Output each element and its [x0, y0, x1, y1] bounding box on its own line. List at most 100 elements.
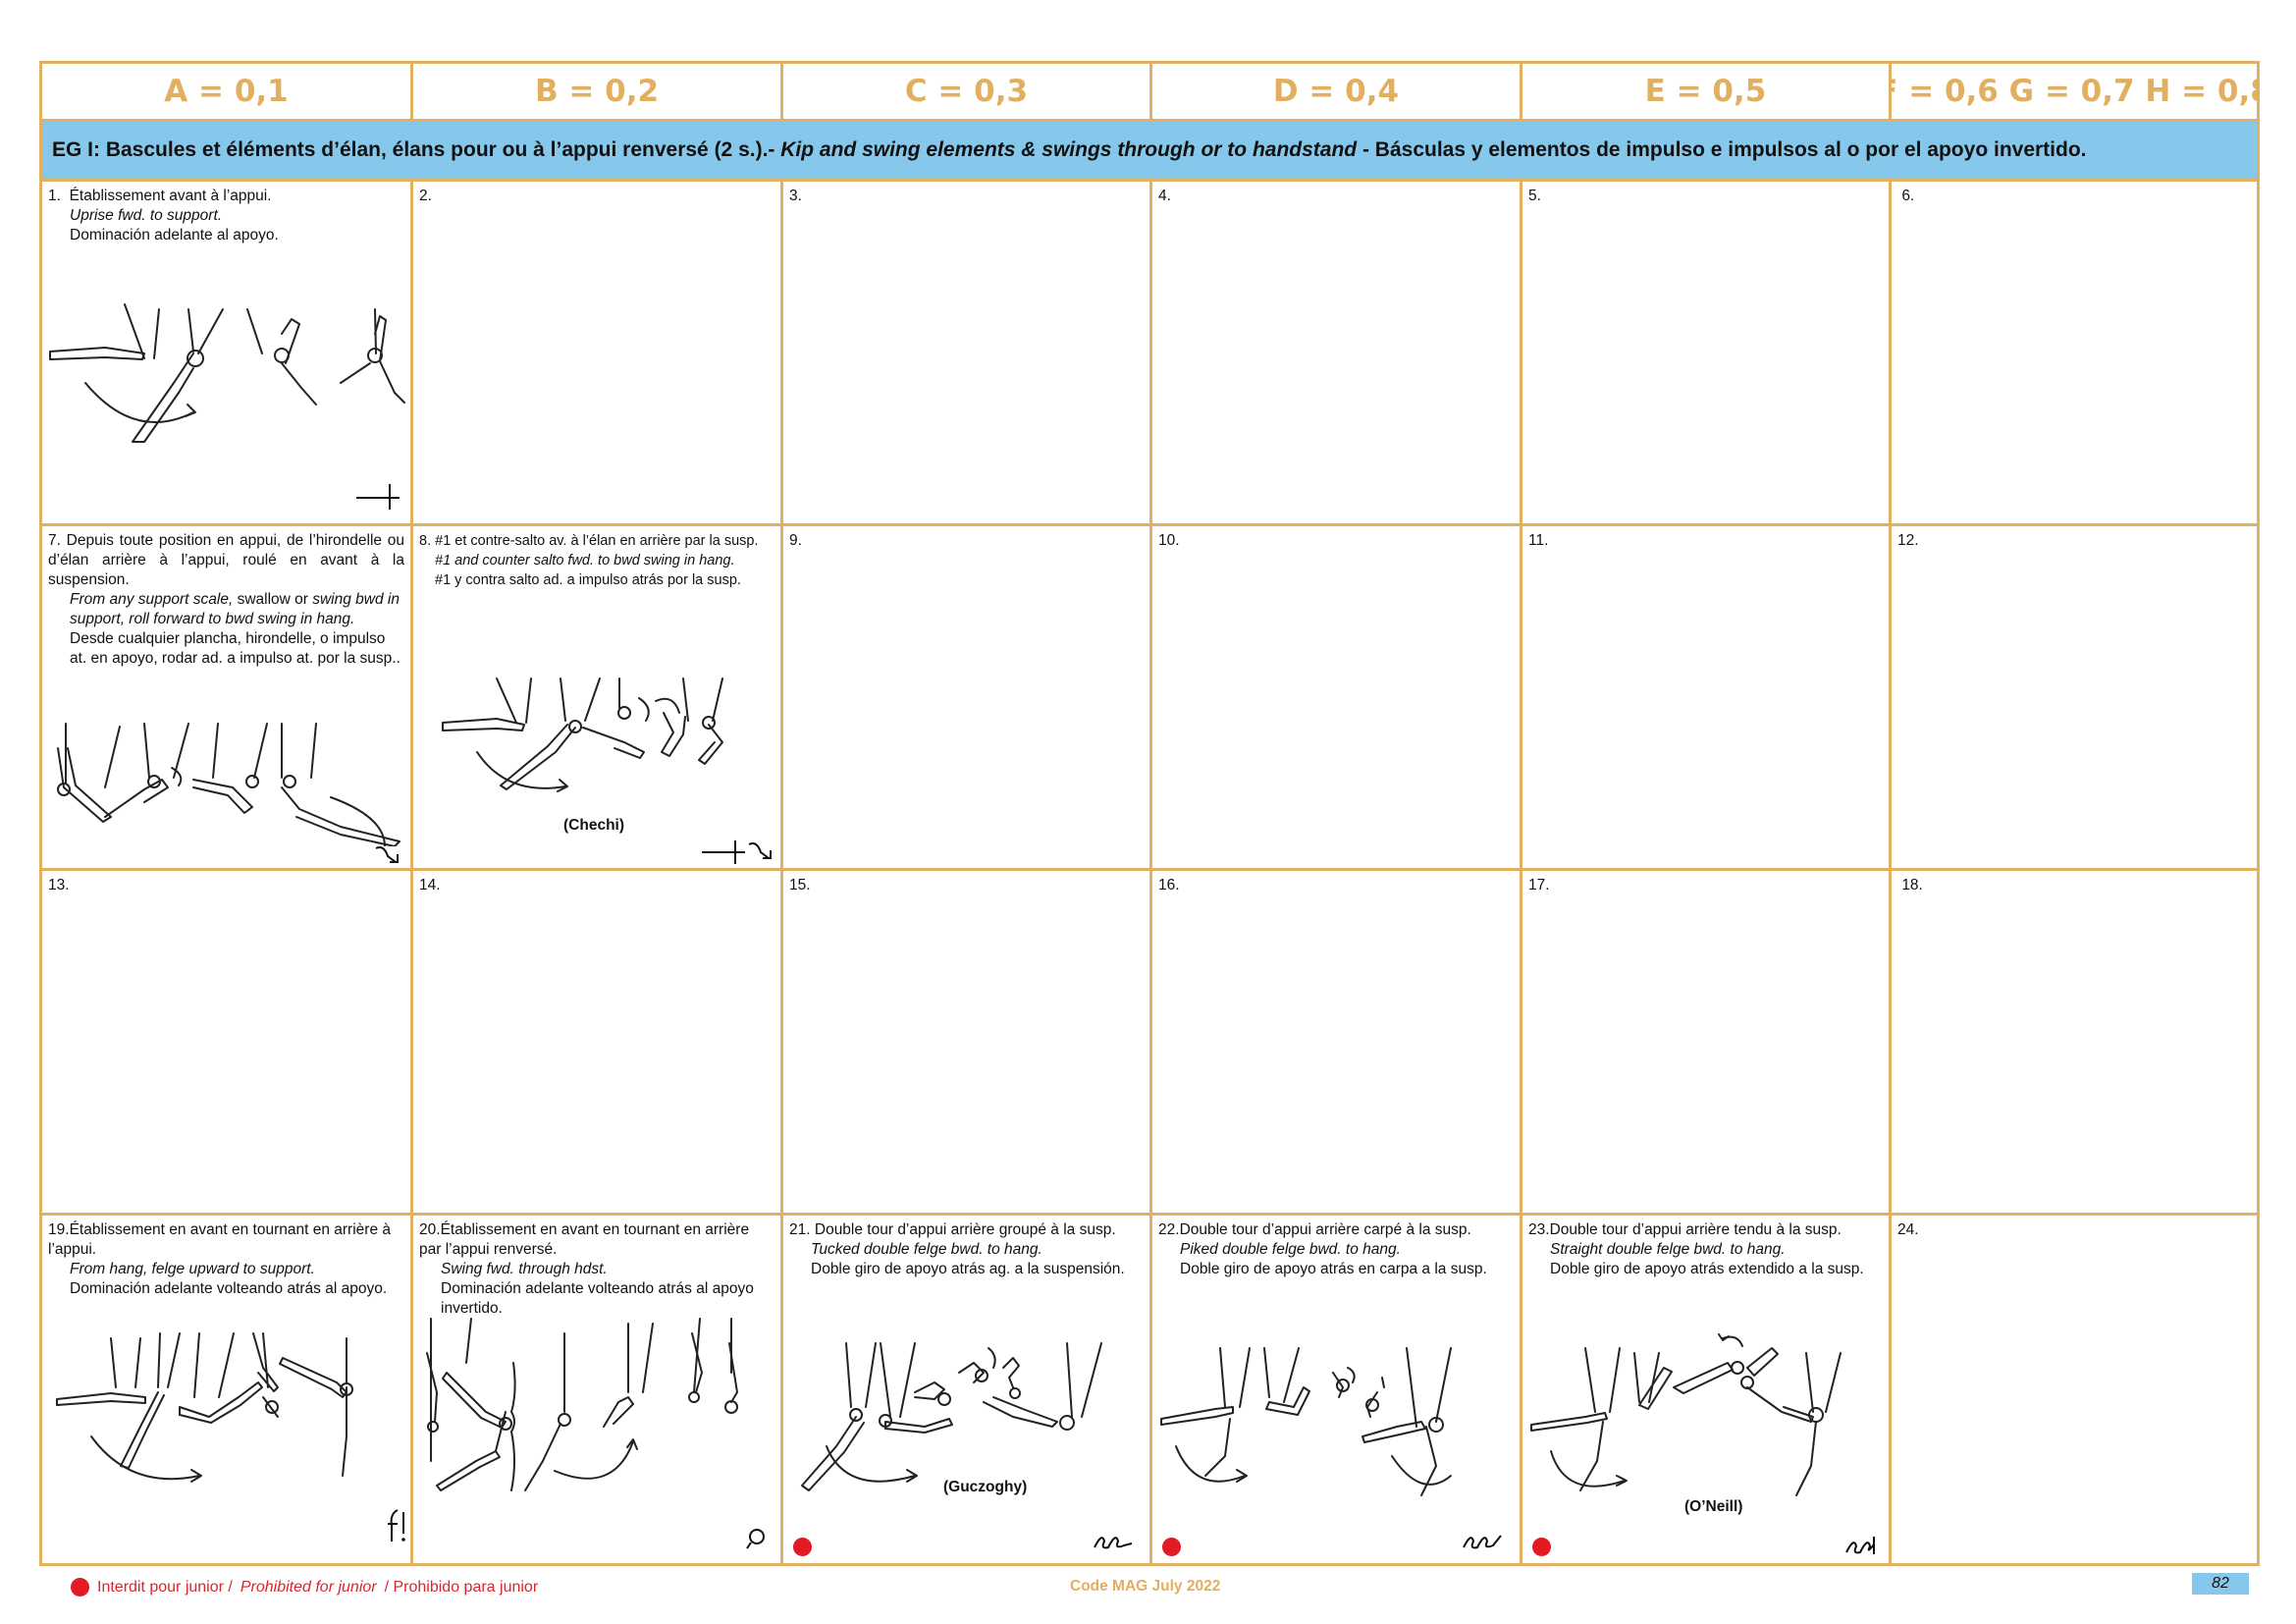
column-divider	[1149, 64, 1152, 1563]
element-text-es: Doble giro de apoyo atrás ag. a la suspe…	[811, 1261, 1125, 1277]
element-text-es: Doble giro de apoyo atrás extendido a la…	[1550, 1261, 1864, 1277]
red-dot-icon	[1162, 1538, 1181, 1556]
element-number: 20.	[419, 1221, 441, 1238]
element-number: 2.	[419, 188, 432, 204]
element-cell-5: 5.	[1522, 182, 1889, 523]
group-title-fr: EG I: Bascules et éléments d’élan, élans…	[52, 138, 775, 161]
kip-mark-icon	[702, 840, 772, 864]
value-header-e: E = 0,5	[1644, 74, 1767, 109]
value-header-fgh: F = 0,6 G = 0,7 H = 0,8	[1892, 74, 2257, 109]
column-divider	[780, 64, 783, 1563]
row-divider	[42, 868, 2257, 871]
element-text-fr: Établissement avant à l’appui.	[69, 188, 272, 204]
element-cell-14: 14.	[413, 871, 780, 1213]
red-dot-icon	[71, 1578, 89, 1597]
gymnast-name: (Chechi)	[563, 817, 624, 834]
element-text-en: Swing fwd. through hdst.	[441, 1261, 608, 1277]
felge-to-support-drawing	[56, 1332, 353, 1483]
red-dot-icon	[1532, 1538, 1551, 1556]
column-divider	[1520, 64, 1522, 1563]
element-text-fr: Établissement en avant en tournant en ar…	[48, 1221, 391, 1258]
element-text-en: #1 and counter salto fwd. to bwd swing i…	[435, 553, 735, 568]
element-number: 15.	[789, 877, 811, 893]
element-text-fr: Double tour d’appui arrière tendu à la s…	[1549, 1221, 1842, 1238]
element-number: 22.	[1158, 1221, 1180, 1238]
element-text-en-2: swing bwd in support, roll forward to bw…	[70, 591, 400, 627]
counter-salto-drawing	[442, 677, 723, 792]
element-text-fr: Établissement en avant en tournant en ar…	[419, 1221, 750, 1258]
support-mark-icon	[388, 1509, 405, 1542]
support-mark-icon	[356, 484, 400, 510]
element-cell-2: 2.	[413, 182, 780, 523]
row-divider	[42, 119, 2257, 122]
row-divider	[42, 1213, 2257, 1216]
element-text-en: Tucked double felge bwd. to hang.	[811, 1241, 1042, 1258]
element-cell-4: 4.	[1152, 182, 1520, 523]
element-cell-6: 6.	[1892, 182, 2257, 523]
element-number: 14.	[419, 877, 441, 893]
prohibited-legend: Interdit pour junior / Prohibited for ju…	[71, 1578, 538, 1597]
element-number: 5.	[1528, 188, 1541, 204]
element-cell-23: 23.Double tour d’appui arrière tendu à l…	[1522, 1216, 1889, 1566]
group-title-es: - Básculas y elementos de impulso e impu…	[1362, 138, 2087, 161]
double-felge-mark-icon	[1463, 1535, 1502, 1549]
element-cell-15: 15.	[783, 871, 1149, 1213]
uprise-drawing	[49, 303, 405, 443]
element-number: 18.	[1901, 877, 1923, 893]
straight-double-felge-drawing	[1530, 1333, 1842, 1496]
element-number: 11.	[1528, 532, 1549, 549]
element-cell-12: 12.	[1892, 526, 2257, 868]
element-cell-7: 7. Depuis toute position en appui, de l’…	[42, 526, 410, 868]
column-divider	[1889, 64, 1892, 1563]
value-header-a: A = 0,1	[164, 74, 289, 109]
element-cell-16: 16.	[1152, 871, 1520, 1213]
column-divider	[410, 64, 413, 1563]
element-text-en: Piked double felge bwd. to hang.	[1180, 1241, 1401, 1258]
element-text-en: Straight double felge bwd. to hang.	[1550, 1241, 1786, 1258]
legend-text-fr: Interdit pour junior /	[97, 1578, 233, 1596]
element-number: 17.	[1528, 877, 1550, 893]
element-number: 24.	[1897, 1221, 1919, 1238]
element-table: A = 0,1 B = 0,2 C = 0,3 D = 0,4 E = 0,5 …	[39, 61, 2260, 1566]
double-felge-mark-icon	[1845, 1537, 1875, 1554]
element-number: 8.	[419, 533, 432, 549]
element-cell-18: 18.	[1892, 871, 2257, 1213]
element-number: 12.	[1897, 532, 1919, 549]
element-cell-3: 3.	[783, 182, 1149, 523]
element-text-es: Dominación adelante volteando atrás al a…	[70, 1280, 388, 1297]
double-felge-mark-icon	[1094, 1537, 1133, 1549]
value-header-b: B = 0,2	[534, 74, 660, 109]
element-cell-24: 24.	[1892, 1216, 2257, 1566]
element-group-title: EG I: Bascules et éléments d’élan, élans…	[42, 122, 2257, 179]
group-title-en: Kip and swing elements & swings through …	[780, 138, 1358, 161]
swing-through-handstand-drawing	[426, 1318, 738, 1491]
row-divider	[42, 179, 2257, 182]
element-number: 21.	[789, 1221, 811, 1238]
element-cell-8: 8. #1 et contre-salto av. à l’élan en ar…	[413, 526, 780, 868]
element-number: 16.	[1158, 877, 1180, 893]
element-cell-11: 11.	[1522, 526, 1889, 868]
element-cell-9: 9.	[783, 526, 1149, 868]
tucked-double-felge-drawing	[801, 1342, 1102, 1491]
element-number: 6.	[1901, 188, 1915, 204]
element-text-es: Doble giro de apoyo atrás en carpa a la …	[1180, 1261, 1487, 1277]
element-cell-10: 10.	[1152, 526, 1520, 868]
element-number: 23.	[1528, 1221, 1550, 1238]
roll-forward-drawing	[57, 723, 400, 846]
red-dot-icon	[793, 1538, 812, 1556]
gymnast-name: (O’Neill)	[1684, 1498, 1743, 1515]
element-number: 13.	[48, 877, 70, 893]
element-text-es: #1 y contra salto ad. a impulso atrás po…	[435, 572, 741, 588]
piked-double-felge-drawing	[1160, 1347, 1452, 1496]
hdst-mark-icon	[746, 1529, 765, 1549]
element-text-en: From hang, felge upward to support.	[70, 1261, 315, 1277]
legend-text-en: Prohibited for junior	[240, 1578, 377, 1596]
element-cell-22: 22.Double tour d’appui arrière carpé à l…	[1152, 1216, 1520, 1566]
element-text-fr: Double tour d’appui arrière carpé à la s…	[1179, 1221, 1471, 1238]
element-number: 3.	[789, 188, 802, 204]
element-text-es: Desde cualquier plancha, hirondelle, o i…	[70, 630, 400, 667]
element-number: 19.	[48, 1221, 70, 1238]
gymnast-name: (Guczoghy)	[943, 1479, 1028, 1495]
element-text-fr: Depuis toute position en appui, de l’hir…	[48, 532, 404, 588]
value-header-d: D = 0,4	[1272, 74, 1400, 109]
